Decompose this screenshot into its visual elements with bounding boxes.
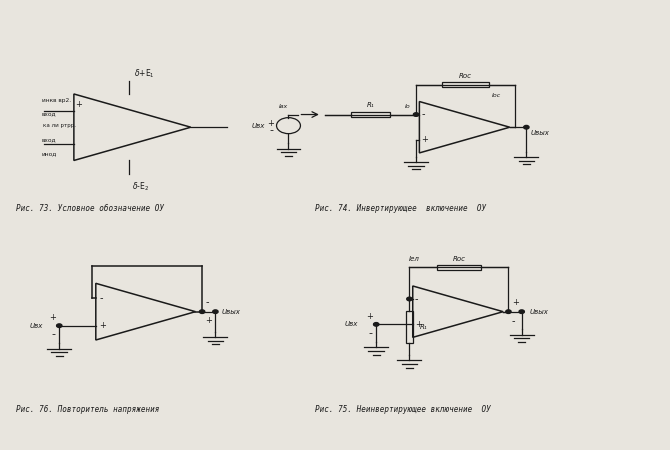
Bar — [350, 112, 391, 117]
Text: ка ли ртрр.: ка ли ртрр. — [44, 122, 76, 127]
Text: Ieл: Ieл — [409, 256, 419, 262]
Circle shape — [407, 297, 412, 301]
Circle shape — [56, 324, 62, 328]
Text: Rос: Rос — [459, 73, 472, 79]
Circle shape — [524, 126, 529, 129]
Text: Рис. 75. Неинвертирующее включение  ОУ: Рис. 75. Неинвертирующее включение ОУ — [315, 405, 491, 414]
Text: +: + — [421, 135, 428, 144]
Text: Uвых: Uвых — [530, 309, 549, 315]
Text: $\delta$+E$_1$: $\delta$+E$_1$ — [135, 67, 155, 80]
Circle shape — [519, 310, 525, 314]
Text: +: + — [99, 321, 106, 330]
Text: +: + — [366, 312, 373, 321]
Text: Uвх: Uвх — [344, 321, 358, 327]
Text: +: + — [415, 320, 421, 329]
Text: +: + — [206, 316, 212, 325]
Text: Рис. 74. Инвертирующее  включение  ОУ: Рис. 74. Инвертирующее включение ОУ — [315, 204, 486, 213]
Text: инкв вр2.: инкв вр2. — [42, 98, 71, 103]
Text: инод: инод — [42, 152, 57, 157]
Text: -: - — [369, 328, 373, 338]
Text: $\delta$-E$_2$: $\delta$-E$_2$ — [133, 180, 149, 193]
Text: R₁: R₁ — [419, 324, 427, 330]
Text: +: + — [75, 100, 82, 109]
Circle shape — [213, 310, 218, 314]
Bar — [437, 265, 481, 270]
Text: +: + — [512, 298, 519, 307]
Text: -: - — [270, 125, 274, 135]
Bar — [442, 82, 489, 87]
Text: вход: вход — [42, 138, 56, 143]
Text: Uвх: Uвх — [252, 123, 265, 129]
Circle shape — [374, 323, 379, 326]
Text: Uвых: Uвых — [222, 309, 241, 315]
Text: -: - — [512, 316, 515, 326]
Text: вход: вход — [42, 112, 56, 117]
Text: Iо: Iо — [405, 104, 411, 109]
Text: Iос: Iос — [492, 93, 501, 98]
Text: R₁: R₁ — [366, 102, 375, 108]
Text: Uвых: Uвых — [531, 130, 550, 135]
Text: +: + — [49, 313, 56, 322]
Text: +: + — [267, 119, 274, 128]
Text: Uвх: Uвх — [29, 323, 43, 328]
Text: -: - — [99, 292, 103, 303]
Circle shape — [200, 310, 205, 314]
Text: Iвх: Iвх — [279, 104, 289, 109]
Text: -: - — [52, 329, 56, 339]
Text: Rос: Rос — [452, 256, 466, 262]
Text: Рис. 73. Условное обозначение ОУ: Рис. 73. Условное обозначение ОУ — [16, 204, 164, 213]
Text: -: - — [206, 297, 209, 307]
Text: -: - — [421, 109, 425, 120]
Text: Рис. 76. Повторитель напряжения: Рис. 76. Повторитель напряжения — [16, 405, 159, 414]
Bar — [406, 311, 413, 342]
Circle shape — [506, 310, 511, 314]
Text: -: - — [415, 294, 418, 304]
Circle shape — [413, 113, 419, 116]
